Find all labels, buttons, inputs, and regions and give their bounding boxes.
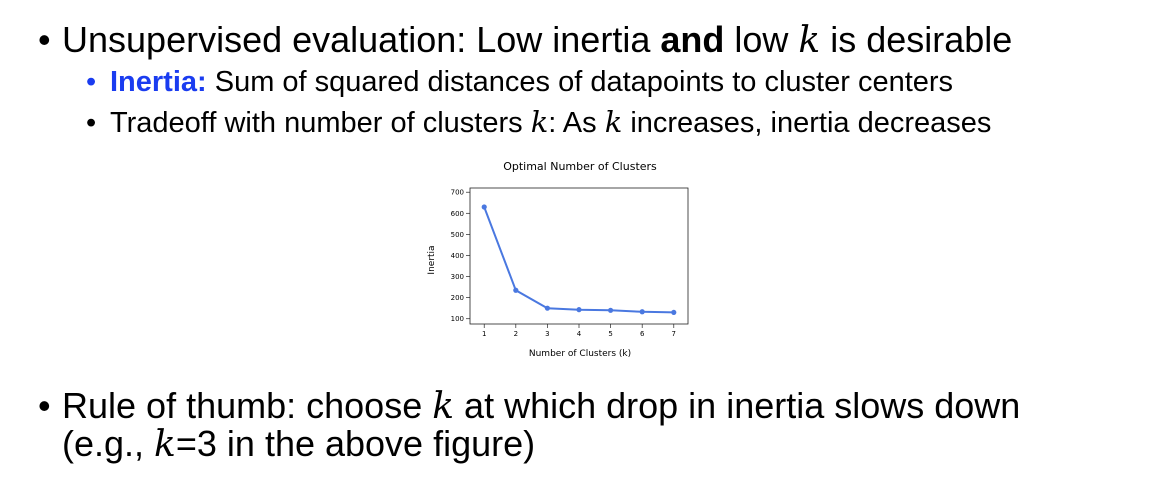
bullet-unsupervised-evaluation: • Unsupervised evaluation: Low inertia an… — [38, 18, 1012, 63]
data-point — [607, 307, 614, 313]
sub-bullet-tradeoff: • Tradeoff with number of clusters k: As … — [86, 104, 991, 141]
inertia-definition-text: Sum of squared distances of datapoints t… — [206, 66, 954, 98]
bullet-rule-of-thumb-line2: (e.g., k=3 in the above figure) — [62, 424, 535, 465]
x-tick-label: 4 — [577, 330, 582, 338]
y-tick-label: 400 — [451, 252, 464, 260]
bullet-marker: • — [38, 385, 51, 426]
data-point — [513, 287, 519, 293]
bullet-marker: • — [86, 107, 97, 139]
rule-example-pre: (e.g., — [62, 423, 155, 464]
x-tick-label: 1 — [482, 330, 486, 338]
y-tick-label: 600 — [451, 210, 464, 218]
bullet-text-pre: Unsupervised evaluation: Low inertia — [62, 19, 661, 60]
bullet-text-bold: and — [660, 19, 725, 60]
math-variable-k: k — [432, 386, 455, 427]
x-tick-label: 5 — [608, 330, 612, 338]
y-tick-label: 300 — [451, 273, 464, 281]
bullet-text-mid: low — [724, 19, 799, 60]
rule-text-post: at which drop in inertia slows down — [454, 385, 1021, 426]
x-tick-label: 7 — [672, 330, 676, 338]
y-axis-label: Inertia — [427, 245, 437, 274]
x-tick-label: 3 — [545, 330, 549, 338]
elbow-chart: Optimal Number of Clusters 100 200 300 400 5… — [427, 160, 689, 359]
tradeoff-text-mid: : As — [548, 107, 605, 139]
y-tick-label: 200 — [451, 294, 464, 302]
x-axis: 1 2 3 4 5 6 7 — [482, 324, 676, 338]
y-tick-label: 500 — [451, 231, 464, 239]
math-variable-k: k — [154, 424, 176, 465]
tradeoff-text-pre: Tradeoff with number of clusters — [110, 107, 531, 139]
math-variable-k: k — [604, 105, 623, 139]
inertia-term: Inertia: — [110, 66, 207, 98]
chart-title: Optimal Number of Clusters — [503, 160, 657, 173]
bullet-marker: • — [86, 66, 97, 98]
y-tick-label: 700 — [451, 189, 464, 197]
bullet-rule-of-thumb: • Rule of thumb: choose k at which drop i… — [38, 386, 1020, 427]
rule-text-pre: Rule of thumb: choose — [62, 385, 433, 426]
x-tick-label: 2 — [514, 330, 518, 338]
math-variable-k: k — [798, 20, 821, 61]
x-axis-label: Number of Clusters (k) — [529, 349, 631, 359]
math-variable-k: k — [530, 105, 549, 139]
data-points — [481, 204, 677, 316]
data-point — [576, 307, 582, 313]
data-point — [481, 204, 487, 210]
y-tick-label: 100 — [451, 315, 464, 323]
sub-bullet-inertia-definition: • Inertia: Sum of squared distances of da… — [86, 64, 953, 100]
bullet-marker: • — [38, 19, 51, 60]
data-point — [544, 305, 551, 311]
x-tick-label: 6 — [640, 330, 645, 338]
y-axis: 100 200 300 400 500 600 700 — [451, 189, 470, 323]
inertia-series-line — [483, 206, 674, 314]
tradeoff-text-post: increases, inertia decreases — [622, 107, 992, 139]
data-point — [639, 309, 645, 315]
bullet-text-post: is desirable — [820, 19, 1013, 60]
data-point — [671, 309, 677, 316]
rule-example-post: =3 in the above figure) — [175, 423, 536, 464]
